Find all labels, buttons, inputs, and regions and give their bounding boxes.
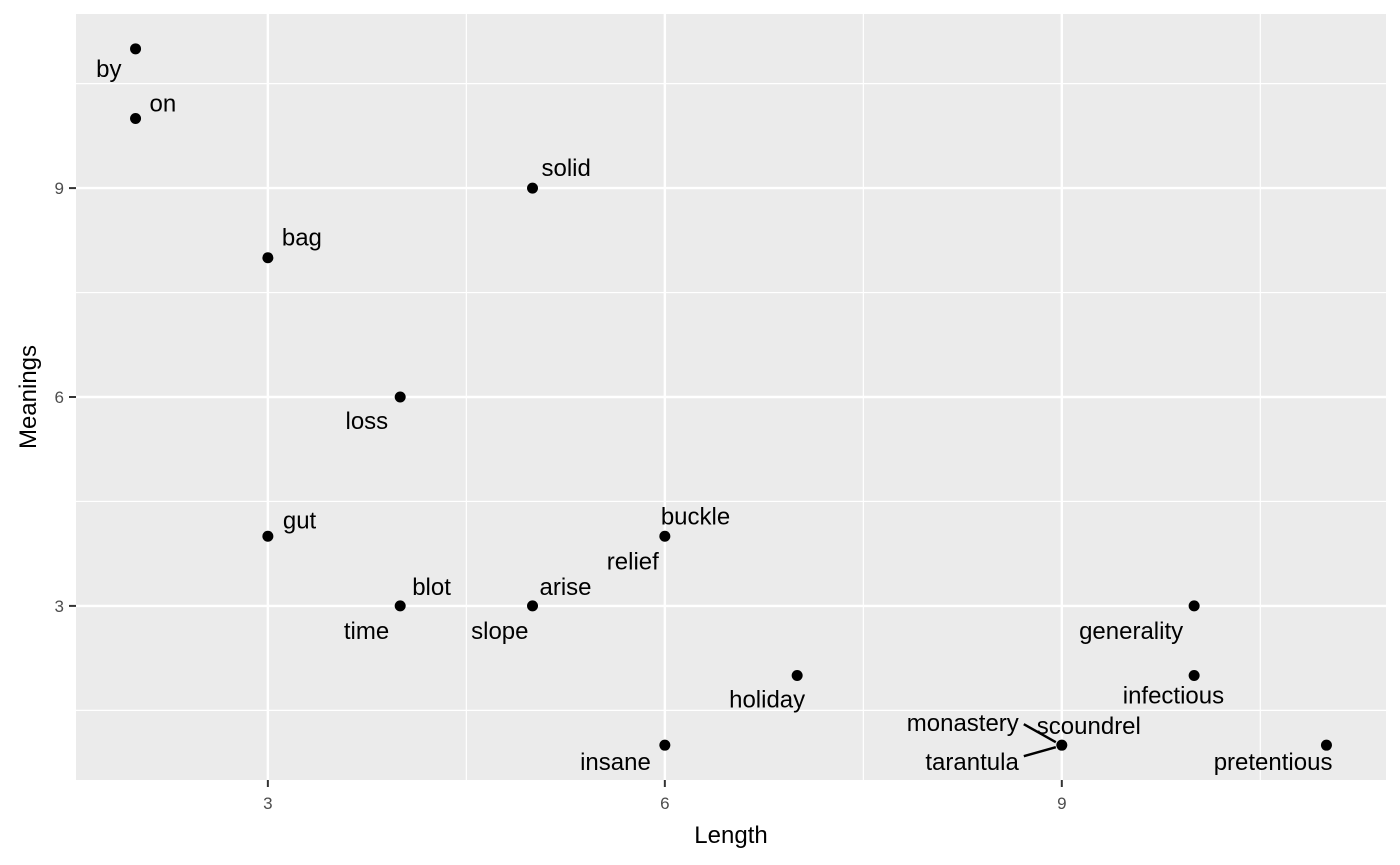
axis-ticks: 3 6 9 3 6 9 [55,179,1067,813]
point-label-pretentious: pretentious [1214,749,1333,776]
point-label-arise: arise [540,574,592,601]
point-label-by: by [96,56,121,83]
data-point [1188,600,1200,612]
x-tick-label: 6 [660,794,669,813]
x-tick-label: 9 [1057,794,1066,813]
data-point [1320,739,1332,751]
point-label-gut: gut [283,507,317,534]
point-label-slope: slope [471,618,528,645]
data-point [1056,739,1068,751]
data-point [659,530,671,542]
point-label-monastery: monastery [907,710,1019,737]
x-tick-label: 3 [263,794,272,813]
data-point [130,112,142,124]
major-gridlines [76,14,1386,780]
data-point [791,670,803,682]
data-point [262,252,274,264]
point-label-insane: insane [580,749,651,776]
y-tick-label: 6 [55,388,64,407]
data-point [1188,670,1200,682]
x-axis-title: Length [694,822,767,849]
data-point [130,43,142,55]
point-label-loss: loss [346,408,389,435]
point-label-on: on [150,90,177,117]
label-leader-line [1023,723,1057,744]
data-point [527,600,539,612]
point-label-solid: solid [542,155,591,182]
y-axis-title: Meanings [15,345,42,449]
data-point [262,530,274,542]
point-label-generality: generality [1079,618,1183,645]
data-point [394,391,406,403]
data-points [130,43,1332,751]
y-tick-label: 9 [55,179,64,198]
data-point [527,182,539,194]
point-label-buckle: buckle [661,503,730,530]
point-label-time: time [344,618,389,645]
point-label-infectious: infectious [1123,683,1224,710]
label-leader-line [1023,746,1057,758]
point-label-relief: relief [607,548,659,575]
point-label-holiday: holiday [729,687,805,714]
point-label-scoundrel: scoundrel [1037,713,1141,740]
point-label-blot: blot [412,574,451,601]
point-label-bag: bag [282,225,322,252]
y-tick-label: 3 [55,597,64,616]
data-point [394,600,406,612]
data-point [659,739,671,751]
point-label-tarantula: tarantula [925,749,1019,776]
